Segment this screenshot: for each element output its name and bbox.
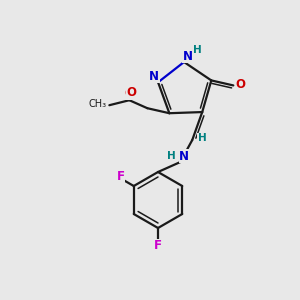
Text: CH₃: CH₃ (88, 99, 106, 109)
Text: O: O (124, 87, 134, 100)
Text: N: N (149, 70, 159, 83)
Text: H: H (167, 151, 176, 161)
Text: H: H (193, 45, 201, 55)
Text: O: O (235, 78, 245, 91)
Text: F: F (117, 170, 125, 183)
Text: H: H (198, 133, 207, 143)
Text: F: F (154, 239, 162, 252)
Text: O: O (126, 86, 136, 99)
Text: N: N (183, 50, 193, 62)
Text: N: N (179, 150, 189, 163)
